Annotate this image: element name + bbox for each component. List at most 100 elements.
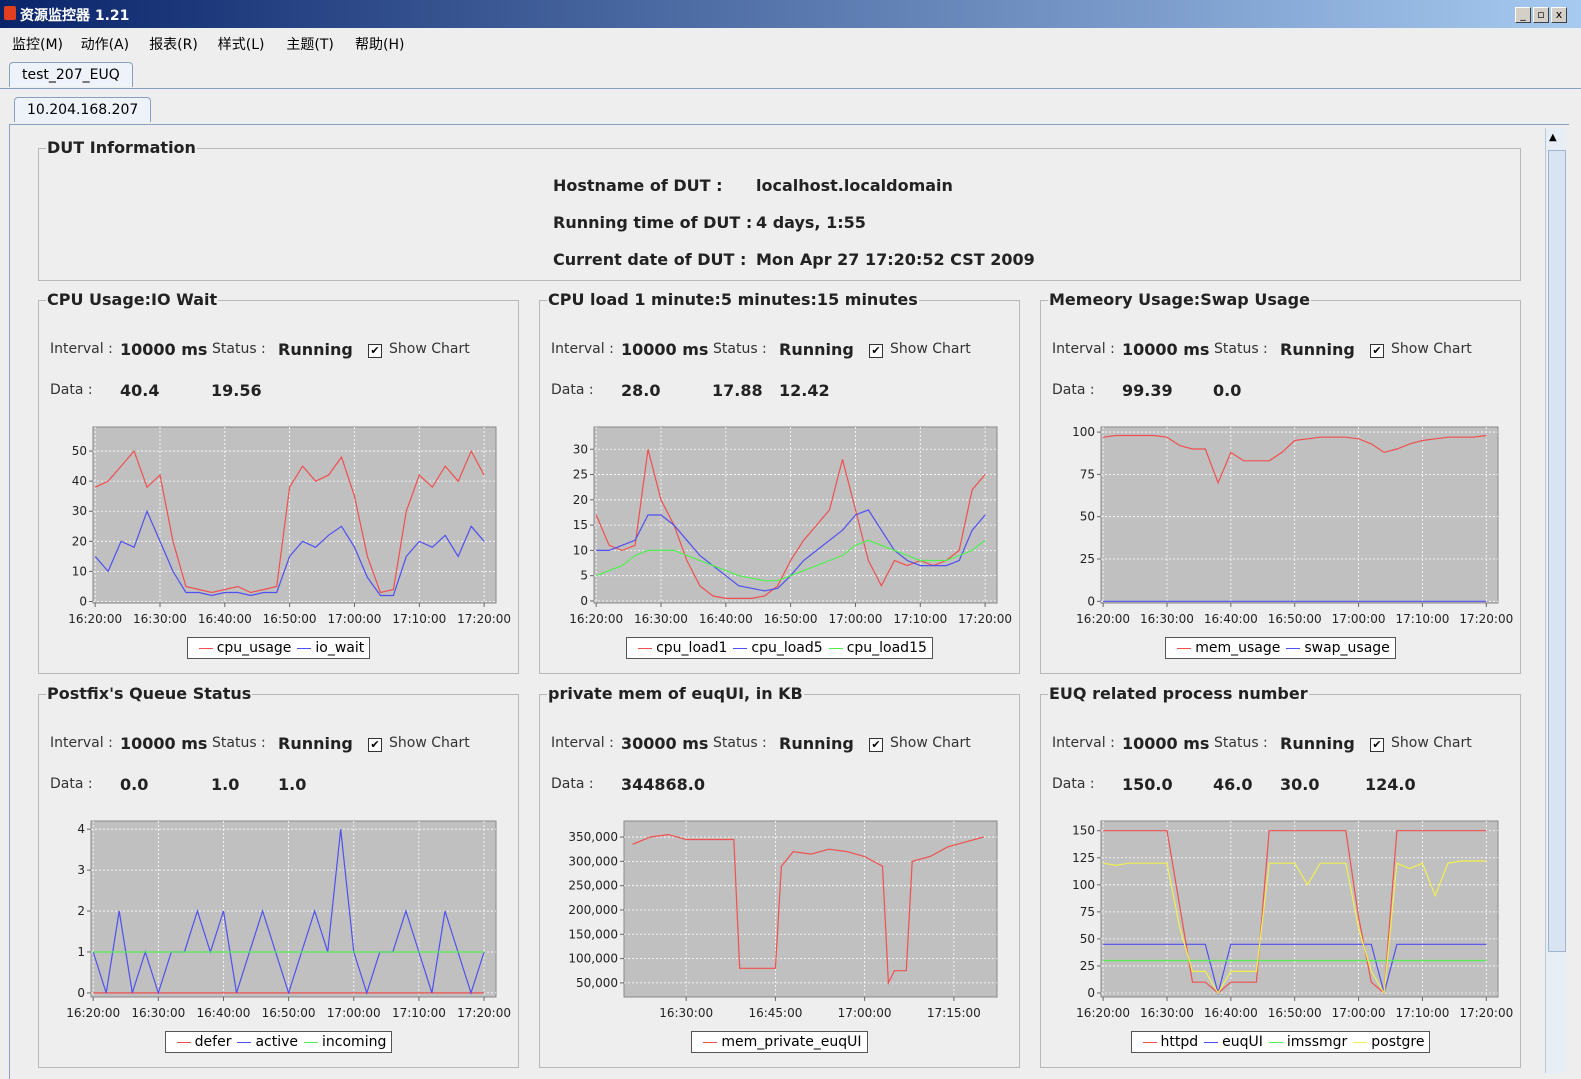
show-chart-checkbox[interactable]: ✔ (368, 344, 382, 358)
maximize-button[interactable]: ▫ (1533, 7, 1549, 23)
legend: cpu_usage io_wait (39, 637, 518, 659)
y-tick-label: 0 (580, 594, 588, 608)
legend-swatch (703, 1041, 718, 1043)
panel: CPU load 1 minute:5 minutes:15 minutes In… (539, 290, 1020, 674)
x-tick-label: 16:30:00 (1140, 612, 1194, 626)
show-chart-label[interactable]: Show Chart (389, 341, 470, 357)
dut-value: Mon Apr 27 17:20:52 CST 2009 (756, 250, 1035, 269)
show-chart-label[interactable]: Show Chart (890, 735, 971, 751)
data-value: 46.0 (1213, 775, 1253, 794)
panel: EUQ related process number Interval :1000… (1040, 684, 1521, 1068)
menu-item[interactable]: 监控(M) (12, 37, 64, 53)
legend-swatch (638, 647, 653, 649)
show-chart-label[interactable]: Show Chart (1391, 341, 1472, 357)
data-value: 99.39 (1122, 381, 1173, 400)
interval-label: Interval : (1052, 341, 1115, 357)
data-value: 28.0 (621, 381, 661, 400)
interval-value: 10000 ms (621, 340, 709, 359)
legend-label: imssmgr (1286, 1034, 1348, 1050)
y-tick-label: 150,000 (568, 927, 618, 941)
sub-tab[interactable]: 10.204.168.207 (14, 97, 152, 122)
show-chart-checkbox[interactable]: ✔ (1370, 344, 1384, 358)
x-tick-label: 17:10:00 (1395, 1006, 1449, 1020)
x-tick-label: 16:20:00 (68, 612, 122, 626)
series-line (94, 449, 485, 594)
menu-item[interactable]: 主题(T) (286, 37, 334, 53)
x-tick-label: 17:15:00 (927, 1006, 981, 1020)
x-tick-label: 16:20:00 (66, 1006, 120, 1020)
y-tick-label: 10 (72, 564, 87, 578)
y-tick-label: 75 (1080, 467, 1095, 481)
content-border (9, 124, 10, 1079)
y-tick-label: 20 (573, 493, 588, 507)
data-value: 124.0 (1365, 775, 1416, 794)
y-tick-label: 20 (72, 534, 87, 548)
panel-title: EUQ related process number (1048, 684, 1309, 703)
series-line (94, 509, 485, 597)
legend-box: defer active incoming (164, 1031, 393, 1053)
legend-label: mem_private_euqUI (721, 1034, 862, 1050)
show-chart-checkbox[interactable]: ✔ (368, 738, 382, 752)
series-line (632, 833, 984, 986)
scroll-up[interactable]: ▲ (1549, 132, 1557, 143)
legend-swatch (733, 647, 748, 649)
menu-bar: 监控(M) 动作(A) 报表(R) 样式(L) 主题(T) 帮助(H) (0, 28, 1581, 58)
show-chart-label[interactable]: Show Chart (389, 735, 470, 751)
show-chart-checkbox[interactable]: ✔ (1370, 738, 1384, 752)
status-label: Status : (212, 341, 266, 357)
y-tick-label: 4 (77, 822, 85, 836)
data-value: 40.4 (120, 381, 160, 400)
x-tick-label: 16:45:00 (748, 1006, 802, 1020)
status-label: Status : (1214, 341, 1268, 357)
data-value: 17.88 (712, 381, 763, 400)
scroll-thumb[interactable] (1548, 150, 1566, 952)
y-tick-label: 25 (1080, 552, 1095, 566)
menu-item[interactable]: 报表(R) (149, 37, 198, 53)
x-tick-label: 16:20:00 (569, 612, 623, 626)
y-tick-label: 50 (1080, 510, 1095, 524)
title-bar: 资源监控器 1.21 _ ▫ x (0, 0, 1581, 28)
data-value: 1.0 (211, 775, 240, 794)
show-chart-label[interactable]: Show Chart (1391, 735, 1472, 751)
interval-label: Interval : (1052, 735, 1115, 751)
series-line (1103, 943, 1487, 996)
show-chart-checkbox[interactable]: ✔ (869, 738, 883, 752)
dut-value: 4 days, 1:55 (756, 213, 866, 232)
legend: cpu_load1 cpu_load5 cpu_load15 (540, 637, 1019, 659)
y-tick-label: 2 (77, 904, 85, 918)
y-tick-label: 50,000 (576, 976, 618, 990)
show-chart-checkbox[interactable]: ✔ (869, 344, 883, 358)
show-chart-label[interactable]: Show Chart (890, 341, 971, 357)
data-label: Data : (1052, 776, 1095, 792)
status-value: Running (779, 734, 854, 753)
scrollbar[interactable]: ▲ (1545, 128, 1566, 1073)
menu-item[interactable]: 帮助(H) (355, 37, 405, 53)
tab-line (0, 88, 1581, 89)
x-tick-label: 16:20:00 (1076, 1006, 1130, 1020)
y-tick-label: 1 (77, 945, 85, 959)
interval-value: 30000 ms (621, 734, 709, 753)
interval-label: Interval : (551, 341, 614, 357)
minimize-button[interactable]: _ (1515, 7, 1531, 23)
interval-label: Interval : (551, 735, 614, 751)
x-tick-label: 17:00:00 (327, 1006, 381, 1020)
x-tick-label: 17:20:00 (1459, 1006, 1513, 1020)
status-value: Running (278, 340, 353, 359)
legend: mem_private_euqUI (540, 1031, 1019, 1053)
close-button[interactable]: x (1551, 7, 1567, 23)
interval-value: 10000 ms (120, 340, 208, 359)
menu-item[interactable]: 样式(L) (217, 37, 265, 53)
interval-value: 10000 ms (1122, 340, 1210, 359)
plot-area (1100, 820, 1499, 998)
series-line (1103, 434, 1487, 485)
x-tick-label: 17:10:00 (392, 1006, 446, 1020)
menu-item[interactable]: 动作(A) (80, 37, 130, 53)
legend-label: defer (194, 1034, 232, 1050)
status-label: Status : (713, 735, 767, 751)
panel: CPU Usage:IO Wait Interval : 10000 ms Statu… (38, 290, 519, 674)
data-label: Data : (1052, 382, 1095, 398)
dut-title: DUT Information (46, 138, 197, 157)
tab[interactable]: test_207_EUQ (9, 62, 133, 87)
x-tick-label: 16:40:00 (1204, 1006, 1258, 1020)
panel-title: private mem of euqUI, in KB (547, 684, 804, 703)
